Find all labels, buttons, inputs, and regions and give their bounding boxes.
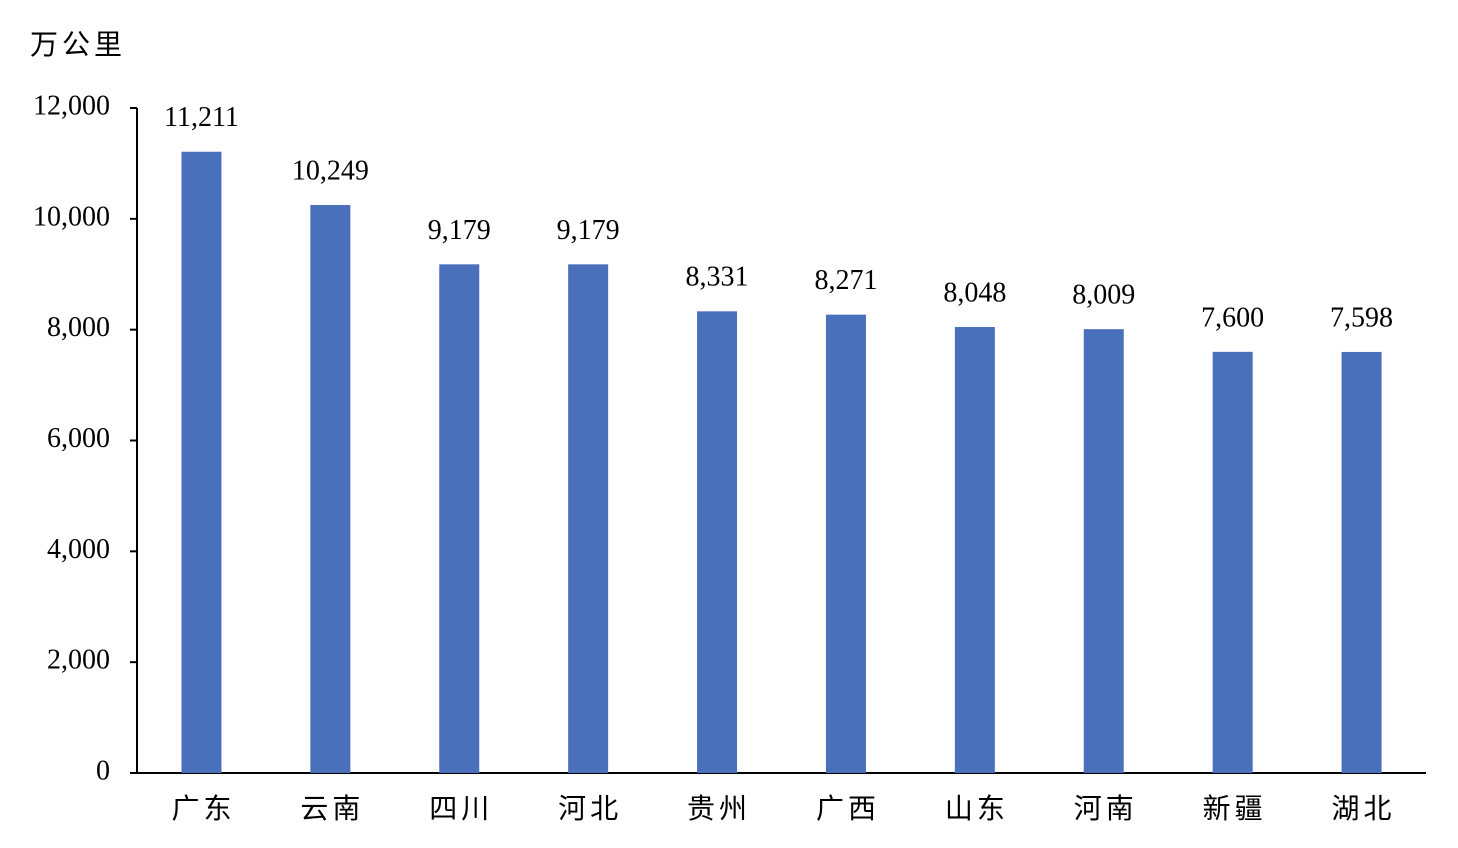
x-tick-label: 四川 [429,792,493,825]
value-label: 8,048 [943,277,1006,308]
value-label: 11,211 [164,102,239,133]
value-label: 10,249 [292,155,369,186]
y-tick-label: 6,000 [47,423,110,454]
value-label: 7,600 [1201,302,1264,333]
x-tick-label: 河北 [558,792,622,825]
x-tick-label: 广东 [171,792,235,825]
y-tick-label: 2,000 [47,645,110,676]
y-tick-label: 12,000 [33,90,110,121]
bar [825,314,866,773]
value-label: 8,009 [1072,280,1135,311]
y-tick-label: 0 [96,755,110,786]
value-label: 9,179 [557,215,620,246]
value-label: 7,598 [1330,302,1393,333]
y-tick-label: 4,000 [47,534,110,565]
bar [181,151,222,773]
y-axis-label: 万公里 [30,28,126,61]
bar [954,327,995,773]
x-tick-label: 广西 [816,792,880,825]
bar [439,264,480,773]
bar [697,311,738,773]
value-label: 8,331 [686,262,749,293]
bar [1212,351,1253,773]
x-tick-label: 湖北 [1332,792,1396,825]
bar [1341,351,1382,773]
y-tick-label: 8,000 [47,312,110,343]
x-tick-label: 河南 [1074,792,1138,825]
x-tick-label: 山东 [945,792,1009,825]
bar [310,205,351,774]
bar [568,264,609,773]
bar [1083,329,1124,773]
y-tick-label: 10,000 [33,201,110,232]
value-label: 8,271 [814,265,877,296]
x-tick-label: 新疆 [1203,792,1267,825]
x-tick-label: 云南 [300,792,364,825]
x-tick-label: 贵州 [687,792,751,825]
value-label: 9,179 [428,215,491,246]
